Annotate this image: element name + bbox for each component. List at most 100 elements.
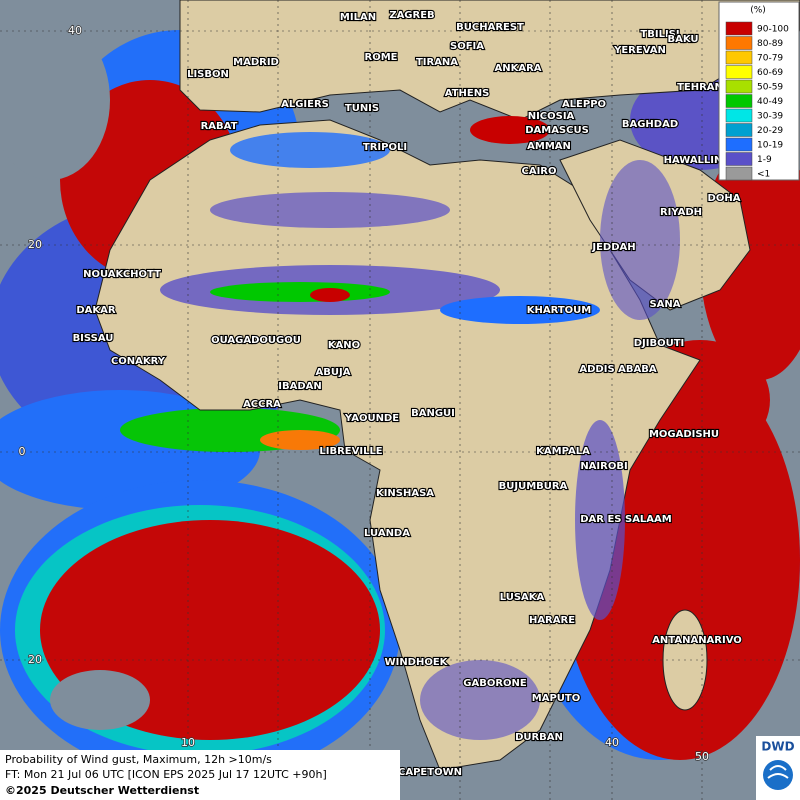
city-label: YEREVAN <box>613 45 666 56</box>
city-label: MADRID <box>233 57 279 68</box>
legend-swatch <box>725 65 753 79</box>
city-label: ADDIS ABABA <box>579 364 656 375</box>
city-label: BUCHAREST <box>456 22 524 33</box>
city-label: BANGUI <box>411 408 455 419</box>
legend-label: <1 <box>757 170 770 180</box>
city-label: WINDHOEK <box>385 657 449 668</box>
legend-label: 30-39 <box>757 112 783 122</box>
legend-label: 1-9 <box>757 155 772 165</box>
city-label: HAWALLIN <box>664 155 723 166</box>
legend-swatch <box>725 50 753 65</box>
legend-label: 40-49 <box>757 97 783 107</box>
city-label: ACCRA <box>243 399 281 410</box>
city-label: ALGIERS <box>281 99 329 110</box>
legend-swatch <box>725 94 753 108</box>
city-label: DAR ES SALAAM <box>580 514 672 525</box>
legend-label: 80-89 <box>757 39 783 49</box>
grid-label: 0 <box>19 445 26 458</box>
city-label: HARARE <box>529 615 575 626</box>
logo: DWD <box>756 736 800 800</box>
city-label: SANA <box>649 299 680 310</box>
land-fields <box>160 116 680 740</box>
city-label: NICOSIA <box>528 111 575 122</box>
city-label: LISBON <box>187 69 229 80</box>
city-label: RIYADH <box>660 207 702 218</box>
legend-label: 70-79 <box>757 54 783 64</box>
city-label: MOGADISHU <box>649 429 719 440</box>
city-label: ANTANANARIVO <box>652 635 742 646</box>
grid-label: 20 <box>28 653 42 666</box>
footer-box <box>0 750 400 800</box>
city-label: MILAN <box>340 12 376 23</box>
legend-swatch <box>725 152 753 166</box>
city-label: CAIRO <box>522 166 557 177</box>
city-label: DOHA <box>708 193 741 204</box>
city-label: TEHRAN <box>677 82 723 93</box>
grid-label: 40 <box>68 24 82 37</box>
grid-label: 20 <box>28 238 42 251</box>
city-label: IBADAN <box>278 381 322 392</box>
city-label: KANO <box>328 340 360 351</box>
city-label: TBILISI <box>640 29 679 40</box>
city-label: JEDDAH <box>591 242 635 253</box>
city-label: TIRANA <box>416 57 458 68</box>
grid-label: 10 <box>181 736 195 749</box>
legend-label: 90-100 <box>757 25 789 35</box>
city-label: SOFIA <box>450 41 484 52</box>
city-label: OUAGADOUGOU <box>211 335 301 346</box>
city-label: YAOUNDE <box>344 413 399 424</box>
city-label: BAGHDAD <box>622 119 678 130</box>
city-label: ANKARA <box>494 63 541 74</box>
city-label: NOUAKCHOTT <box>83 269 161 280</box>
city-label: BAKU <box>667 34 698 45</box>
logo-text: DWD <box>761 740 794 754</box>
legend-swatch <box>725 123 753 137</box>
city-label: LIBREVILLE <box>319 446 382 457</box>
city-label: MAPUTO <box>532 693 580 704</box>
grid-label: 50 <box>695 750 709 763</box>
city-label: BUJUMBURA <box>499 481 568 492</box>
footer-line: FT: Mon 21 Jul 06 UTC [ICON EPS 2025 Jul… <box>5 768 327 781</box>
city-label: DJIBOUTI <box>634 338 685 349</box>
city-label: LUSAKA <box>500 592 545 603</box>
legend-swatch <box>725 79 753 94</box>
city-label: KHARTOUM <box>527 305 592 316</box>
legend-label: 50-59 <box>757 83 783 93</box>
legend-label: 20-29 <box>757 126 783 136</box>
city-label: RABAT <box>201 121 238 132</box>
city-label: AMMAN <box>527 141 571 152</box>
city-label: DAMASCUS <box>525 125 589 136</box>
city-label: ROME <box>365 52 398 63</box>
city-label: DAKAR <box>76 305 116 316</box>
city-label: ALEPPO <box>562 99 606 110</box>
legend-swatch <box>725 108 753 123</box>
footer-line: Probability of Wind gust, Maximum, 12h >… <box>5 753 272 766</box>
footer: Probability of Wind gust, Maximum, 12h >… <box>0 750 400 800</box>
legend-title: (%) <box>750 6 766 16</box>
city-label: BISSAU <box>73 333 114 344</box>
footer-line: ©2025 Deutscher Wetterdienst <box>5 784 199 797</box>
city-label: NAIROBI <box>580 461 627 472</box>
grid-label: 40 <box>605 736 619 749</box>
city-label: LUANDA <box>364 528 410 539</box>
city-label: DURBAN <box>515 732 563 743</box>
legend: (%) 90-100 80-89 70-79 60-69 50-59 40-49 30-39… <box>718 1 800 181</box>
logo-wave <box>767 765 789 779</box>
legend-swatch <box>725 137 753 152</box>
legend-label: 60-69 <box>757 68 783 78</box>
city-label: ZAGREB <box>389 10 434 21</box>
legend-label: 10-19 <box>757 141 783 151</box>
city-label: GABORONE <box>463 678 527 689</box>
legend-swatch <box>725 166 753 181</box>
city-label: CAPETOWN <box>398 767 462 778</box>
city-label: CONAKRY <box>111 356 166 367</box>
city-label: KAMPALA <box>536 446 590 457</box>
legend-swatch <box>725 36 753 50</box>
city-label: TUNIS <box>345 103 379 114</box>
city-label: ABUJA <box>316 367 351 378</box>
legend-swatch <box>725 21 753 36</box>
